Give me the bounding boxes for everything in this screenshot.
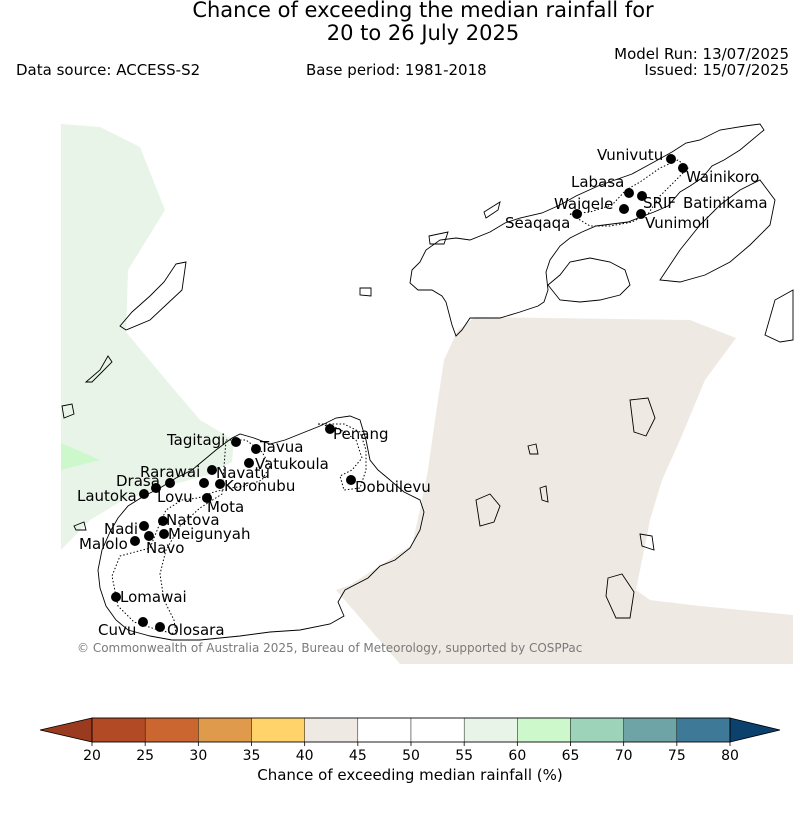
station-dot-koronubu-west[interactable] [199,478,209,488]
station-label: Olosara [167,621,225,639]
colorbar-tick-label: 60 [508,748,526,764]
model-run-label: Model Run: 13/07/2025 [614,45,789,63]
station-dot-rarawai[interactable] [165,478,175,488]
colorbar-label: Chance of exceeding median rainfall (%) [257,766,563,784]
colorbar-segment [623,717,678,743]
colorbar-segment [410,717,465,743]
station-label: Drasa [116,472,160,490]
colorbar-segment [198,717,252,743]
shading-55-60 [61,124,234,550]
station-dot-koronubu[interactable] [215,479,225,489]
station-dot-vunimoli[interactable] [636,209,646,219]
station-label: Dobuilevu [355,478,431,496]
base-period-label: Base period: 1981-2018 [306,61,487,79]
colorbar-segment [570,717,624,743]
station-label: Vatukoula [255,455,329,473]
station-label: SRIF [643,194,676,212]
map-title-line1: Chance of exceeding the median rainfall … [192,0,654,22]
station-dot-lautoka[interactable] [139,489,149,499]
colorbar-segment [676,717,731,743]
station-label: Vunimoli [645,214,710,232]
shading-40-45 [336,317,793,664]
station-label: Tagitagi [166,431,225,449]
colorbar-tick-label: 65 [562,748,580,764]
colorbar-segment [357,717,412,743]
station-dot-srif[interactable] [637,191,647,201]
station-labels: Vunivutu Wainikoro Labasa Waiqele SRIF B… [77,146,768,639]
station-label: Vunivutu [597,146,663,164]
coastline-viti-levu [61,261,656,641]
station-dot-labasa[interactable] [624,188,634,198]
station-dot-waiqele[interactable] [619,204,629,214]
colorbar-tick-label: 80 [721,748,739,764]
station-dot-meigunyah[interactable] [159,529,169,539]
map-title-line2: 20 to 26 July 2025 [326,21,520,45]
coastline-vanua-levu [359,123,794,343]
colorbar-tick-label: 40 [296,748,314,764]
station-label: Lovu [157,488,193,506]
station-label: Navo [146,539,184,557]
station-dot-seaqaqa[interactable] [572,209,582,219]
station-dot-drasa[interactable] [151,483,161,493]
station-dot-lomawai[interactable] [111,592,121,602]
station-dot-penang[interactable] [325,424,335,434]
colorbar: 20 25 30 35 40 45 50 55 60 65 70 75 80 [39,717,781,764]
colorbar-tick-label: 25 [136,748,154,764]
colorbar-tick-label: 70 [615,748,633,764]
shading-60-65 [61,443,100,470]
station-dot-navo[interactable] [144,531,154,541]
station-label: Tavua [259,438,303,456]
issued-date-label: Issued: 15/07/2025 [644,61,789,79]
station-label: Penang [333,425,388,443]
station-dot-cuvu[interactable] [138,617,148,627]
station-label: Labasa [571,173,624,191]
station-dot-vatukoula[interactable] [244,458,254,468]
station-label: Waiqele [554,195,613,213]
colorbar-segment [304,717,359,743]
station-dot-navatu[interactable] [207,465,217,475]
station-label: Meigunyah [168,525,250,543]
colorbar-segment [463,717,518,743]
station-label: Malolo [79,535,128,553]
station-label: Lautoka [77,487,137,505]
station-label: Cuvu [98,621,136,639]
station-dot-mota[interactable] [202,493,212,503]
station-dot-tagitagi[interactable] [231,437,241,447]
station-label: Navatu [216,464,270,482]
station-label: Rarawai [140,463,200,481]
station-dot-vunivutu[interactable] [666,154,676,164]
station-dot-natova[interactable] [158,516,168,526]
colorbar-tick-label: 35 [243,748,261,764]
colorbar-tick-label: 50 [402,748,420,764]
colorbar-segment [144,717,199,743]
station-dot-wainikoro[interactable] [678,163,688,173]
data-source-label: Data source: ACCESS-S2 [16,61,201,79]
colorbar-over-arrow [729,717,781,743]
colorbar-segment [251,717,305,743]
colorbar-tick-label: 75 [668,748,686,764]
colorbar-tick-label: 55 [455,748,473,764]
station-markers [111,154,688,632]
station-label: Seaqaqa [505,214,570,232]
station-label: Batinikama [683,194,768,212]
station-dot-dobuilevu[interactable] [346,475,356,485]
colorbar-segment [91,717,146,743]
colorbar-tick-label: 30 [189,748,207,764]
station-label: Mota [207,498,244,516]
station-label: Lomawai [120,588,187,606]
station-label: Wainikoro [686,168,759,186]
station-dot-olosara[interactable] [155,622,165,632]
station-label: Nadi [104,520,138,538]
colorbar-under-arrow [39,717,93,743]
station-label: Koronubu [224,477,295,495]
colorbar-tick-label: 45 [349,748,367,764]
station-dot-tavua[interactable] [251,444,261,454]
station-dot-nadi[interactable] [139,521,149,531]
copyright-notice: © Commonwealth of Australia 2025, Bureau… [77,641,583,655]
colorbar-segment [517,717,571,743]
colorbar-tick-label: 20 [83,748,101,764]
station-label: Natova [166,511,220,529]
station-dot-malolo[interactable] [130,536,140,546]
